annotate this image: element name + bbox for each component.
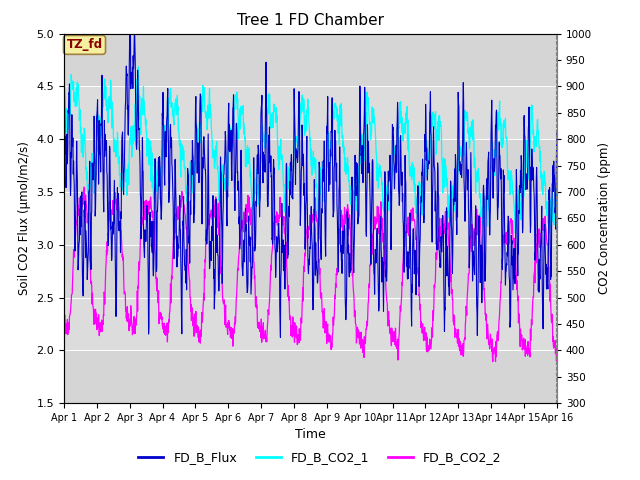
Y-axis label: Soil CO2 Flux (μmol/m2/s): Soil CO2 Flux (μmol/m2/s) [18,142,31,295]
Bar [64,139,557,192]
Legend: FD_B_Flux, FD_B_CO2_1, FD_B_CO2_2: FD_B_Flux, FD_B_CO2_1, FD_B_CO2_2 [133,446,507,469]
Bar [64,245,557,298]
X-axis label: Time: Time [295,429,326,442]
Text: TZ_fd: TZ_fd [67,38,102,51]
Bar [64,34,557,86]
Bar [64,350,557,403]
Y-axis label: CO2 Concentration (ppm): CO2 Concentration (ppm) [598,143,611,294]
Title: Tree 1 FD Chamber: Tree 1 FD Chamber [237,13,384,28]
